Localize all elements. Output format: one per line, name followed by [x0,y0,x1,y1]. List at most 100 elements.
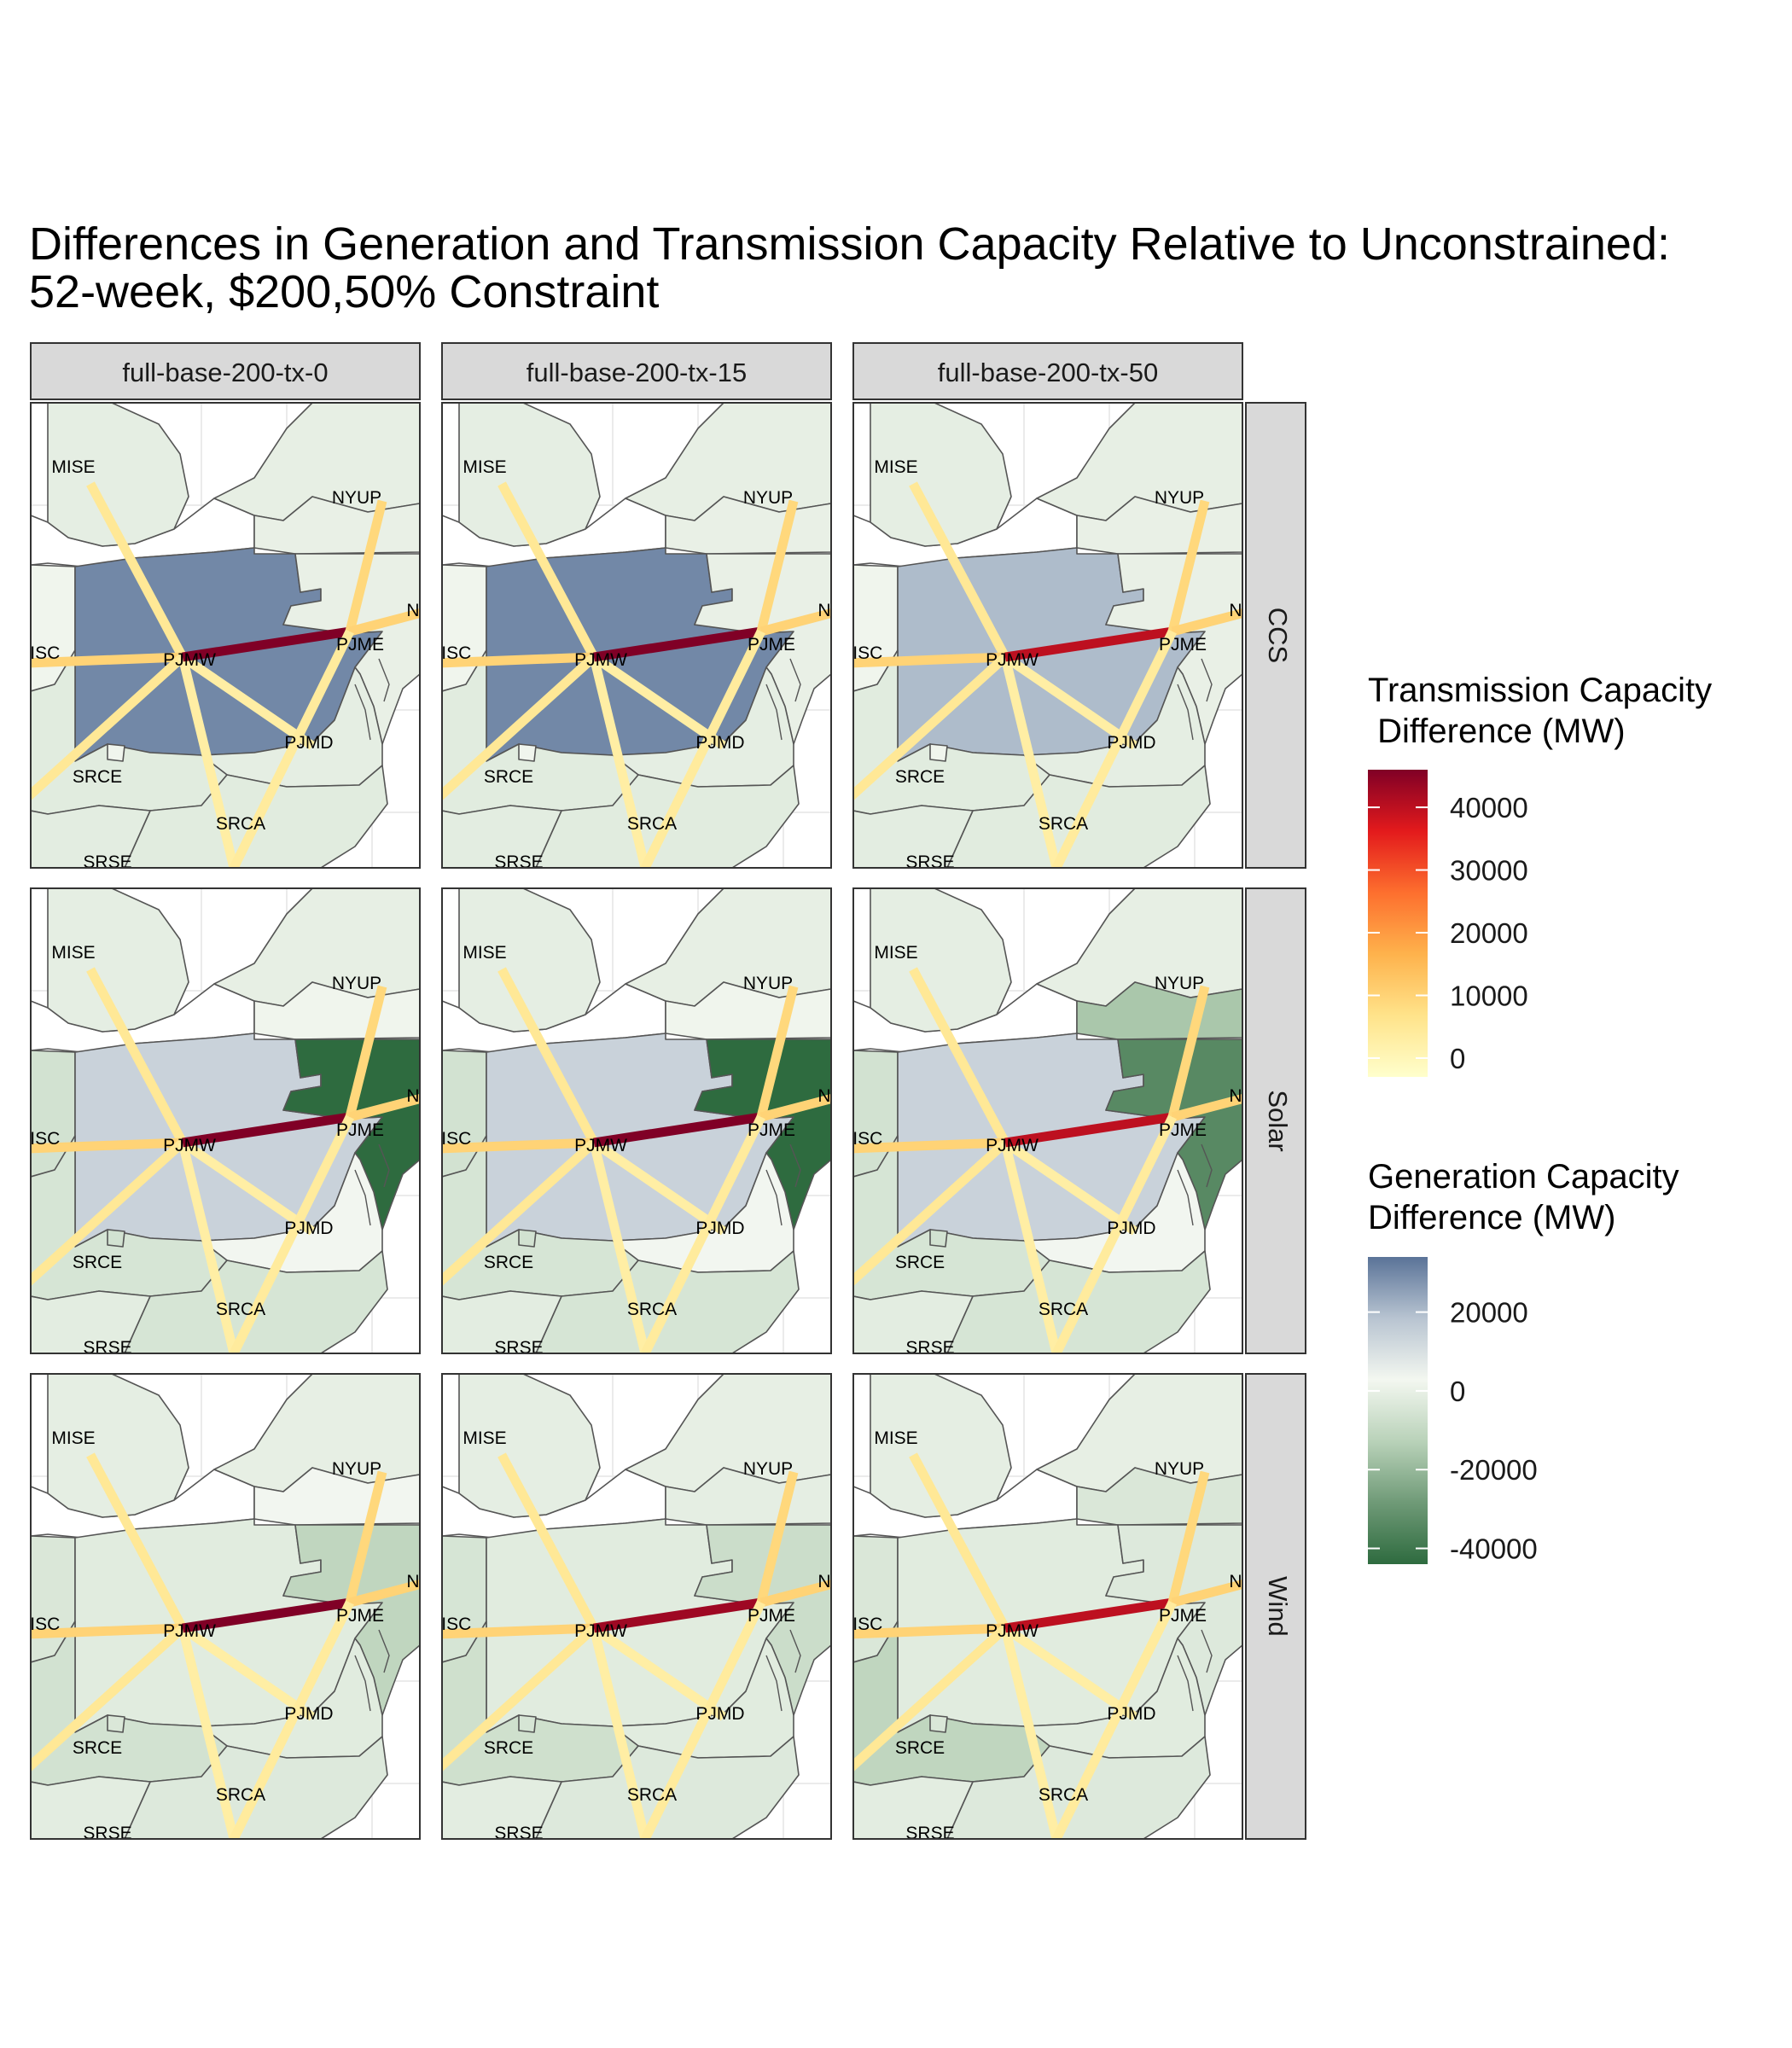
tx-line-pjmw-srce [442,1624,597,1772]
region-label-pjmw: PJMW [163,1136,216,1155]
column-strip-box [30,342,421,400]
region-label-ny: NY [406,1086,431,1106]
region-label-srca: SRCA [627,814,677,834]
row-strip-box [1245,402,1306,869]
region-lakegap [518,1229,537,1248]
region-label-pjmw: PJMW [986,650,1039,670]
region-label-pjmw: PJMW [574,1621,627,1641]
tx-line-pjmw-pjmd [591,1138,727,1236]
region-label-nyup: NYUP [743,974,793,993]
region-label-pjmw: PJMW [163,650,216,670]
column-strip-label: full-base-200-tx-0 [122,358,328,387]
tx-line-pjmw-pjme [182,626,351,662]
region-michigan [47,888,189,1033]
tx-line-pjme-srca [230,1114,354,1353]
region-label-misc: MISC [15,1129,61,1149]
region-label-pjmd: PJMD [1107,1219,1155,1238]
region-label-srce: SRCE [895,1253,945,1272]
column-strip-1: full-base-200-tx-0 [30,342,421,400]
row-strip-ccs: CCS [1245,402,1306,869]
region-label-pjmw: PJMW [986,1621,1039,1641]
region-label-nyup: NYUP [743,488,793,508]
tx-line-pjmw-pjmd [1002,1624,1138,1721]
tx-line-pjmw-misc [853,1623,1006,1639]
row-strip-label: Wind [1263,1576,1293,1637]
tx-line-pjme-nyup [756,985,799,1119]
row-strip-label: CCS [1263,608,1293,663]
tx-line-pjmw-srca [177,1626,239,1839]
region-label-mise: MISE [874,943,917,963]
legend-tick-label: 0 [1450,1376,1465,1407]
column-strip-2: full-base-200-tx-15 [441,342,832,400]
tx-line-pjme-ny [1171,608,1242,637]
region-label-srse: SRSE [494,1338,543,1358]
region-label-pjmd: PJMD [695,733,744,753]
map-panel-solar-1: MISE NYUP NY MISC PJMW PJME PJMD SRCE SRCA SRSE [15,887,431,1358]
column-strip-3: full-base-200-tx-50 [852,342,1243,400]
region-label-pjme: PJME [748,1606,795,1626]
column-strip-label: full-base-200-tx-15 [527,358,747,387]
coastline-detail [1177,1629,1213,1712]
tx-line-pjmw-pjmd [179,1624,316,1721]
region-label-pjmd: PJMD [695,1704,744,1724]
tx-line-pjme-srca [230,629,354,868]
region-label-srse: SRSE [83,1338,131,1358]
tx-line-pjme-ny [1171,1579,1242,1608]
tx-line-pjme-ny [759,608,831,637]
region-label-misc: MISC [838,1129,883,1149]
tx-line-pjmw-misc [853,1137,1006,1154]
tx-line-pjmw-pjme [593,1112,762,1148]
tx-line-pjmw-pjme [1004,1597,1173,1633]
tx-line-pjmw-srca [1000,1141,1062,1353]
generation-legend-title-line-1: Generation Capacity [1368,1158,1679,1196]
region-michigan [47,403,189,547]
region-label-srca: SRCA [1039,1785,1088,1805]
tx-line-pjmw-mise [909,1452,1009,1631]
region-label-ny: NY [817,1086,842,1106]
panel-border [30,1373,421,1840]
region-label-srce: SRCE [484,1738,533,1758]
region-label-pjme: PJME [336,1120,384,1140]
tx-line-pjmw-srce [853,1138,1009,1287]
column-strip-box [852,342,1243,400]
map-panel-ccs-1: MISE NYUP NY MISC PJMW PJME PJMD SRCE SRCA SRSE [30,402,421,869]
region-label-mise: MISE [874,457,917,477]
tx-line-pjmw-srca [589,1626,650,1839]
region-label-srce: SRCE [73,1253,122,1272]
tx-line-pjme-nyup [1167,1470,1210,1604]
region-label-srca: SRCA [627,1785,677,1805]
region-label-pjme: PJME [1159,1120,1207,1140]
region-label-misc: MISC [838,643,883,663]
legend-tick-label: 10000 [1450,980,1528,1011]
region-michigan [458,403,601,547]
region-label-srca: SRCA [1039,1300,1088,1319]
region-label-mise: MISE [463,1428,506,1448]
region-label-srca: SRCA [216,1300,265,1319]
tx-line-pjme-ny [1171,1093,1242,1122]
region-label-ny: NY [406,1572,431,1591]
region-lakegap [929,743,948,762]
tx-line-pjme-srca [1052,1600,1177,1839]
region-lakegap [929,1229,948,1248]
tx-line-pjmw-srce [31,1624,186,1772]
tx-line-pjmw-misc [442,1623,595,1639]
legend-tick-label: 20000 [1450,1297,1528,1329]
region-label-pjme: PJME [748,1120,795,1140]
legend-tick-label: 30000 [1450,855,1528,887]
panel-border [852,1373,1243,1840]
legend-colorbar [1368,770,1428,1077]
tx-line-pjme-srca [641,1600,765,1839]
tx-line-pjme-nyup [345,499,387,633]
tx-line-misc-srce [31,1634,32,1649]
region-michigan [47,1374,189,1518]
panel-border [852,402,1243,869]
region-label-pjmw: PJMW [574,1136,627,1155]
tx-line-pjmw-misc [31,1623,183,1639]
tx-line-pjme-ny [759,1579,831,1608]
panel-border [30,402,421,869]
column-strip-box [441,342,832,400]
legend-tick-label: 40000 [1450,792,1528,823]
region-label-nyup: NYUP [1155,488,1204,508]
region-michigan [870,1374,1012,1518]
